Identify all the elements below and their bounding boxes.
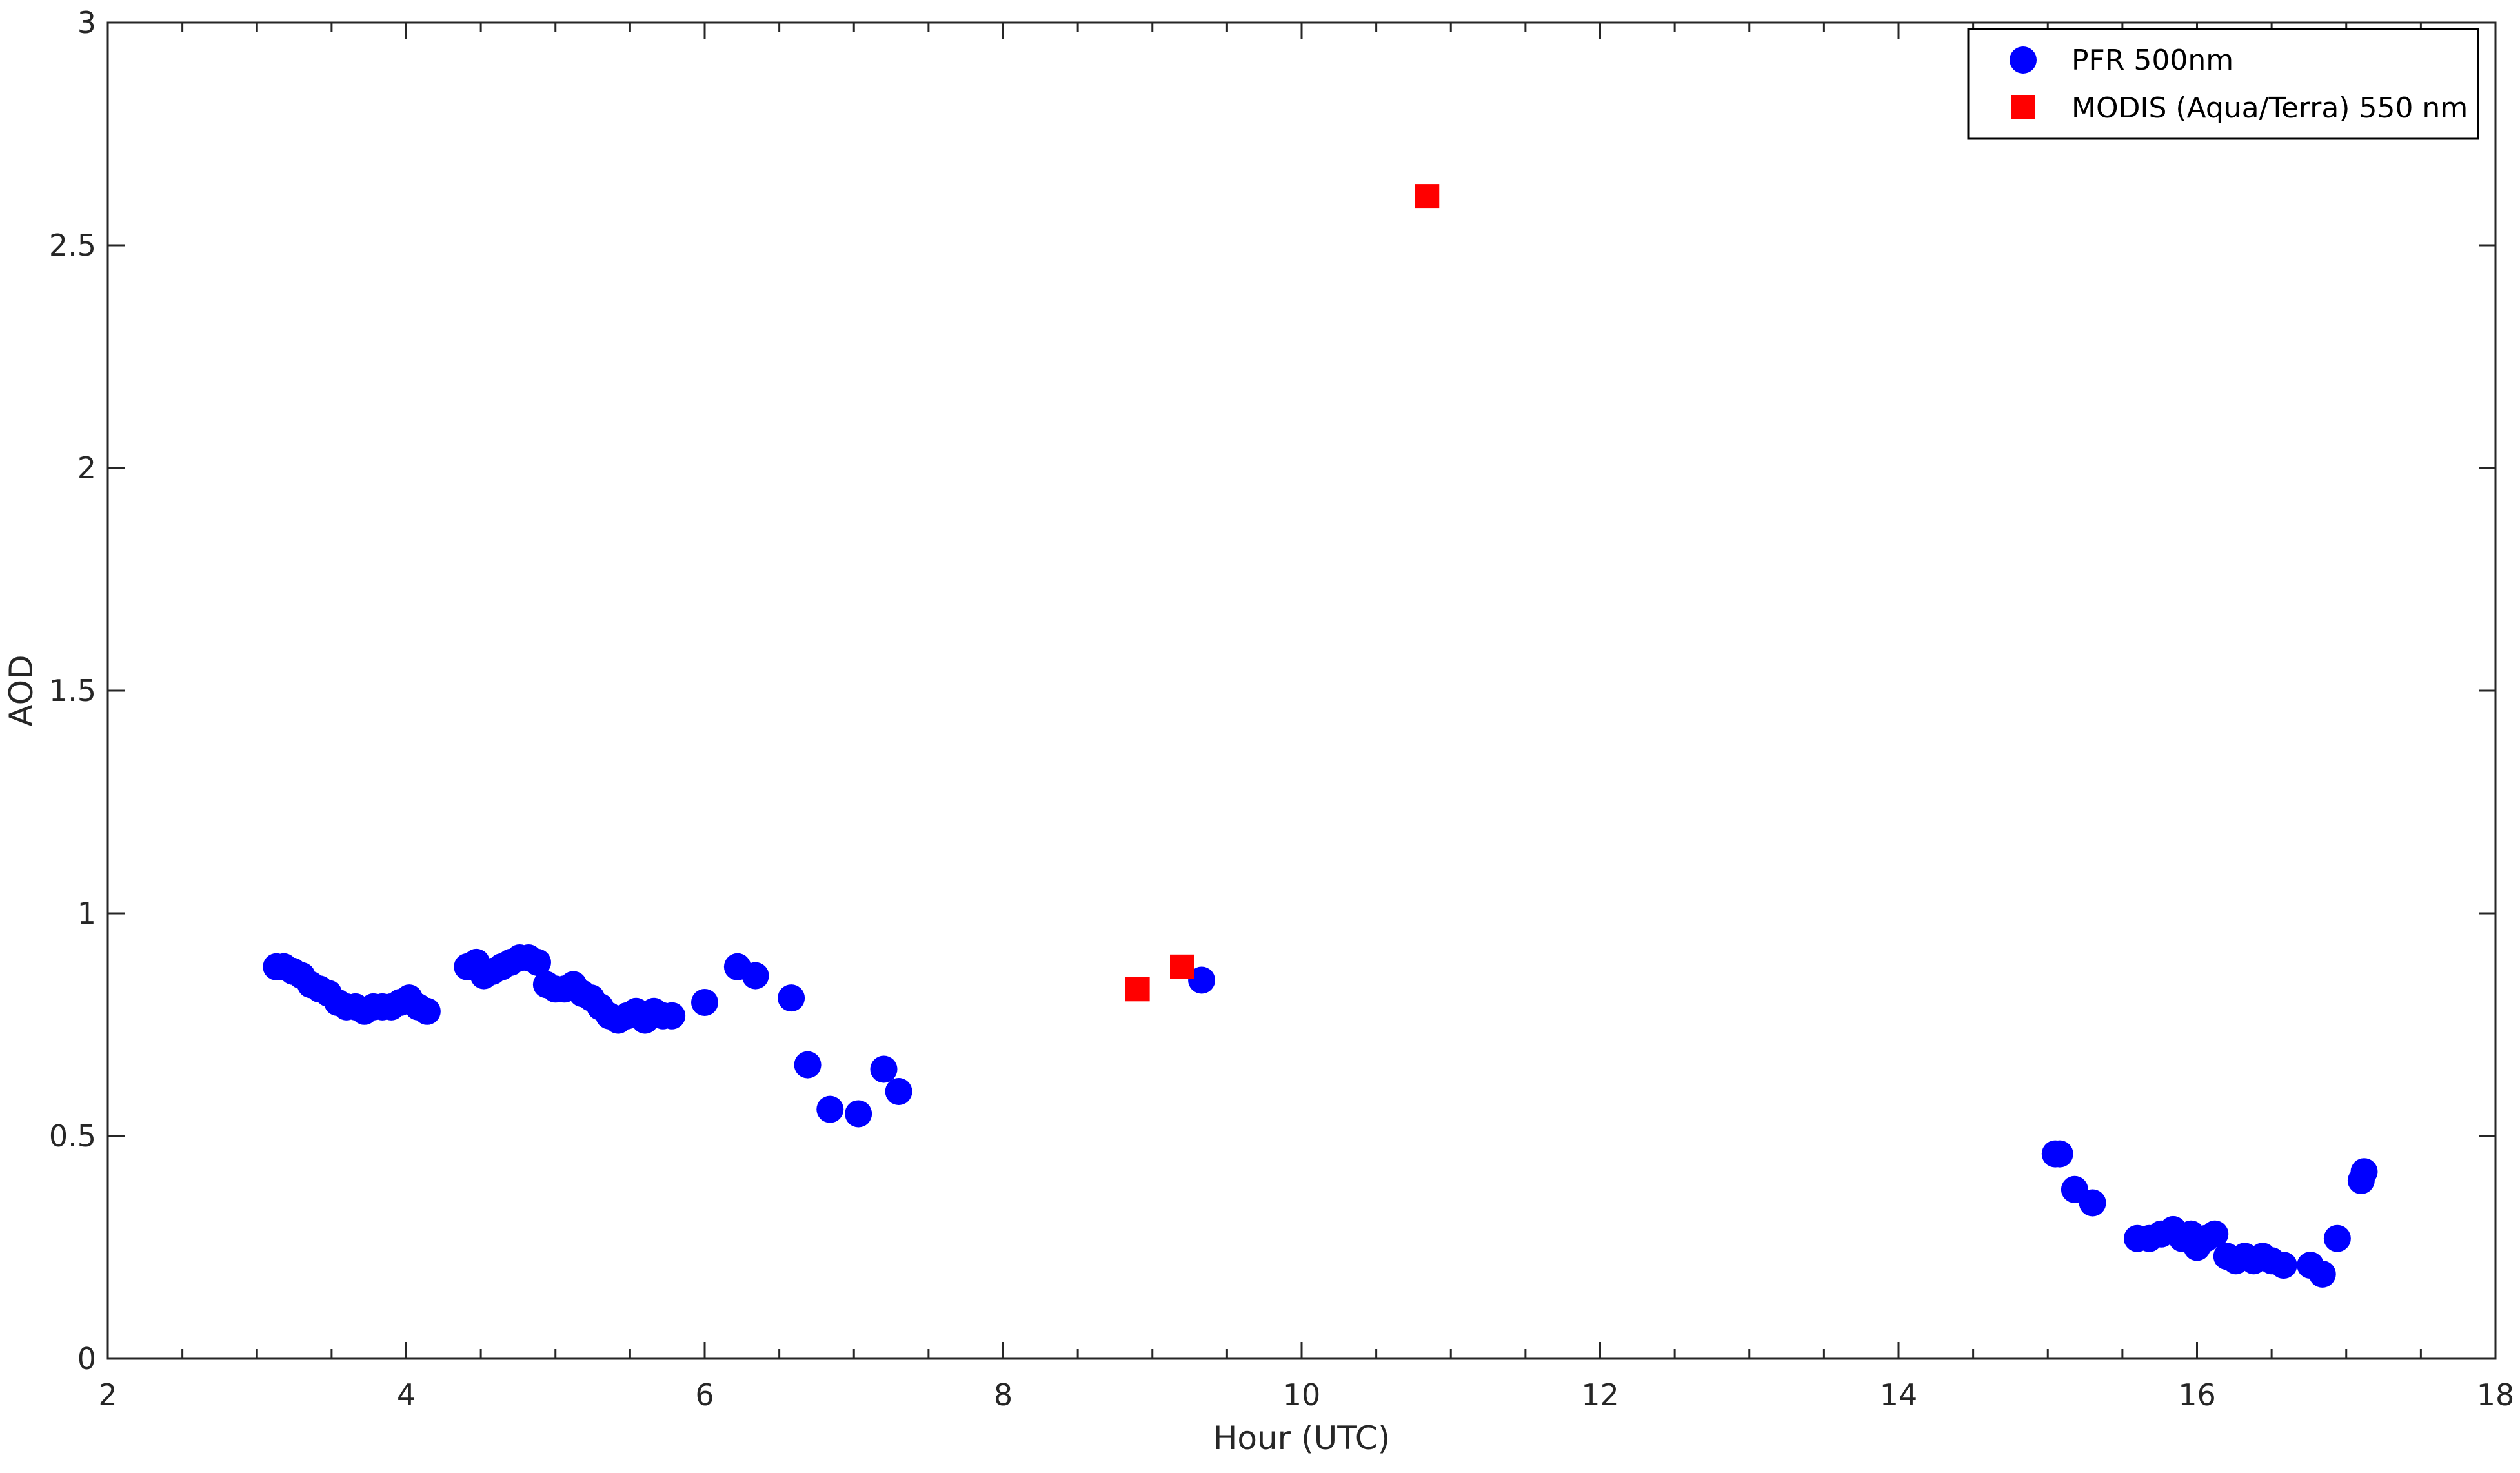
- x-tick-labels: 2 4 6 8 10 12 14 16 18: [98, 1377, 2514, 1412]
- pfr-point: [870, 1055, 898, 1083]
- modis-point: [1125, 977, 1150, 1002]
- pfr-point: [691, 989, 718, 1016]
- pfr-point: [2201, 1220, 2229, 1248]
- pfr-point: [1188, 966, 1216, 994]
- x-tick-label: 6: [695, 1377, 714, 1412]
- pfr-point: [2323, 1224, 2351, 1252]
- y-tick-label: 1.5: [49, 673, 96, 708]
- pfr-point: [778, 984, 805, 1012]
- axis-ticks: [106, 21, 2497, 1360]
- x-tick-label: 14: [1880, 1377, 1918, 1412]
- data-points: [263, 184, 2378, 1288]
- pfr-point: [885, 1078, 912, 1105]
- x-tick-label: 4: [397, 1377, 416, 1412]
- pfr-point: [2079, 1189, 2106, 1217]
- pfr-point: [2270, 1252, 2297, 1279]
- x-tick-label: 8: [994, 1377, 1013, 1412]
- modis-point: [1170, 954, 1194, 979]
- modis-point: [1415, 184, 1440, 209]
- x-tick-label: 16: [2178, 1377, 2216, 1412]
- legend-marker-pfr: [2010, 46, 2037, 74]
- x-axis-label: Hour (UTC): [1213, 1419, 1390, 1457]
- legend-entry-modis: MODIS (Aqua/Terra) 550 nm: [2071, 92, 2468, 125]
- legend: PFR 500nm MODIS (Aqua/Terra) 550 nm: [1967, 28, 2479, 140]
- pfr-point: [816, 1095, 844, 1123]
- pfr-point: [2046, 1140, 2073, 1168]
- x-tick-label: 12: [1581, 1377, 1619, 1412]
- y-tick-labels: 0 0.5 1 1.5 2 2.5 3: [49, 5, 96, 1376]
- y-tick-label: 0: [77, 1341, 96, 1376]
- x-tick-label: 18: [2477, 1377, 2515, 1412]
- y-tick-label: 1: [77, 896, 96, 931]
- pfr-point: [845, 1100, 872, 1128]
- legend-marker-modis: [2011, 95, 2035, 119]
- legend-entry-pfr: PFR 500nm: [2071, 44, 2233, 77]
- y-tick-label: 3: [77, 5, 96, 40]
- pfr-point: [741, 962, 769, 990]
- pfr-point: [2350, 1158, 2378, 1186]
- y-tick-label: 2.5: [49, 228, 96, 263]
- x-tick-label: 10: [1283, 1377, 1321, 1412]
- x-tick-label: 2: [98, 1377, 117, 1412]
- pfr-point: [413, 997, 441, 1025]
- pfr-point: [524, 948, 551, 976]
- legend-box: [1967, 28, 2479, 140]
- y-tick-label: 2: [77, 451, 96, 485]
- pfr-point: [2308, 1260, 2336, 1288]
- y-tick-label: 0.5: [49, 1119, 96, 1153]
- plot-frame: [106, 21, 2497, 1360]
- pfr-point: [658, 1002, 686, 1030]
- pfr-point: [794, 1051, 822, 1079]
- y-axis-label: AOD: [3, 655, 40, 726]
